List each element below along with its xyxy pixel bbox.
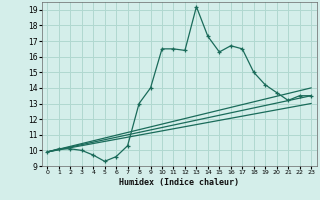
X-axis label: Humidex (Indice chaleur): Humidex (Indice chaleur) — [119, 178, 239, 187]
